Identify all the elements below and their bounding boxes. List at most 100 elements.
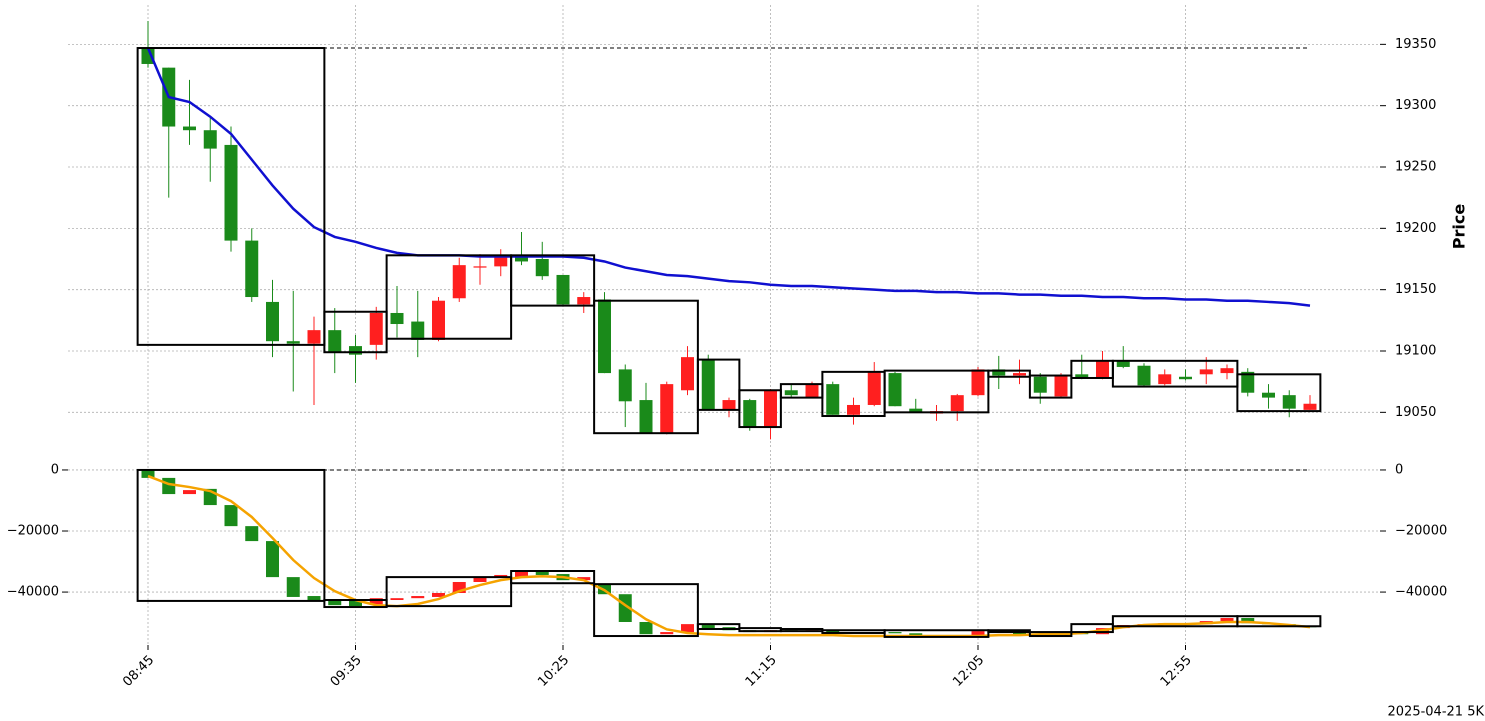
footer: 2025-04-21 5K bbox=[1388, 705, 1485, 720]
x-tick-label: 08:45 bbox=[120, 653, 157, 690]
y-tick-label: 0 bbox=[1395, 462, 1403, 477]
candle-body bbox=[1220, 618, 1234, 622]
candle-body bbox=[369, 598, 383, 605]
zone-box bbox=[1070, 623, 1114, 634]
zone-box bbox=[1028, 374, 1073, 399]
x-tick-label: 10:25 bbox=[535, 653, 572, 690]
zone-box bbox=[1236, 615, 1322, 628]
candle-body bbox=[826, 384, 840, 415]
y-tick-label: 19350 bbox=[1395, 37, 1436, 52]
y-axis-label: Price bbox=[1450, 204, 1469, 250]
y-tick-label: 19050 bbox=[1395, 405, 1436, 420]
candle-body bbox=[183, 490, 196, 495]
candle-body bbox=[286, 577, 300, 597]
candle-body bbox=[141, 469, 155, 478]
candle-body bbox=[473, 266, 487, 268]
zone-box bbox=[883, 629, 990, 638]
candle-body bbox=[1054, 375, 1068, 397]
candle-body bbox=[1096, 360, 1109, 378]
candle-body bbox=[369, 312, 383, 345]
candle-body bbox=[909, 633, 923, 637]
candle-body bbox=[784, 390, 798, 396]
candle-body bbox=[639, 400, 653, 434]
y-tick-label: 0 bbox=[51, 462, 59, 477]
candle-body bbox=[432, 300, 445, 340]
candle-body bbox=[598, 299, 611, 374]
candle-body bbox=[515, 256, 528, 262]
zone-box bbox=[779, 628, 824, 633]
zone-box bbox=[136, 468, 326, 602]
zone-box bbox=[883, 369, 990, 414]
y-tick-label: −20000 bbox=[1395, 524, 1447, 539]
candle-body bbox=[203, 130, 217, 149]
candle-body bbox=[245, 240, 259, 298]
candle-body bbox=[701, 625, 715, 629]
x-tick-label: 12:55 bbox=[1158, 653, 1195, 690]
candle-body bbox=[909, 408, 923, 413]
candle-body bbox=[1241, 618, 1255, 624]
candle-body bbox=[162, 477, 176, 495]
candle-body bbox=[1179, 376, 1192, 380]
candle-body bbox=[577, 577, 591, 581]
candle-body bbox=[1116, 360, 1130, 367]
candle-body bbox=[1158, 374, 1172, 385]
candle-body bbox=[888, 632, 902, 634]
candle-body bbox=[764, 390, 777, 428]
candle-body bbox=[328, 599, 342, 606]
candle-body bbox=[535, 571, 549, 575]
candle-body bbox=[141, 48, 155, 64]
line-series bbox=[146, 47, 1311, 307]
candle-body bbox=[743, 400, 757, 428]
candle-body bbox=[639, 621, 653, 635]
candle-body bbox=[307, 330, 321, 344]
x-tick-label: 11:15 bbox=[743, 653, 780, 690]
y-tick-label: −40000 bbox=[1395, 585, 1447, 600]
candle-body bbox=[1262, 392, 1275, 398]
candle-body bbox=[1013, 373, 1026, 376]
candle-body bbox=[1282, 395, 1296, 409]
zone-box bbox=[385, 576, 513, 608]
candle-body bbox=[992, 369, 1006, 376]
candle-body bbox=[452, 265, 466, 299]
x-tick-label: 12:05 bbox=[950, 653, 987, 690]
candle-body bbox=[494, 256, 508, 267]
candle-body bbox=[390, 312, 404, 325]
candle-body bbox=[681, 357, 694, 391]
y-tick-label: 19100 bbox=[1395, 344, 1436, 359]
candle-body bbox=[452, 581, 466, 593]
y-tick-label: 19250 bbox=[1395, 160, 1436, 175]
candle-body bbox=[577, 297, 591, 305]
candle-body bbox=[805, 384, 819, 398]
zone-box bbox=[510, 254, 596, 307]
zone-box bbox=[385, 254, 513, 340]
candle-body bbox=[1199, 369, 1213, 375]
candle-body bbox=[1241, 371, 1255, 393]
candle-body bbox=[660, 632, 674, 635]
y-tick-label: −20000 bbox=[7, 524, 59, 539]
candle-body bbox=[349, 600, 362, 607]
candle-body bbox=[349, 346, 362, 355]
candle-body bbox=[950, 395, 964, 412]
candle-body bbox=[535, 259, 549, 277]
y-tick-label: 19300 bbox=[1395, 98, 1436, 113]
zone-box bbox=[593, 583, 699, 638]
zone-box bbox=[1236, 373, 1322, 413]
candle-body bbox=[618, 369, 632, 402]
candle-body bbox=[826, 630, 840, 633]
candle-body bbox=[307, 596, 321, 602]
y-tick-label: 19150 bbox=[1395, 282, 1436, 297]
candle-body bbox=[867, 371, 881, 405]
candle-body bbox=[183, 126, 196, 131]
zone-box bbox=[1028, 631, 1073, 638]
zone-box bbox=[696, 358, 741, 411]
candle-body bbox=[1013, 632, 1026, 635]
candle-body bbox=[1220, 368, 1234, 374]
candle-body bbox=[660, 384, 674, 434]
candle-body bbox=[1137, 365, 1151, 386]
zone-box bbox=[738, 389, 782, 429]
candle-body bbox=[266, 541, 279, 578]
candle-body bbox=[411, 321, 425, 340]
candle-body bbox=[618, 594, 632, 622]
